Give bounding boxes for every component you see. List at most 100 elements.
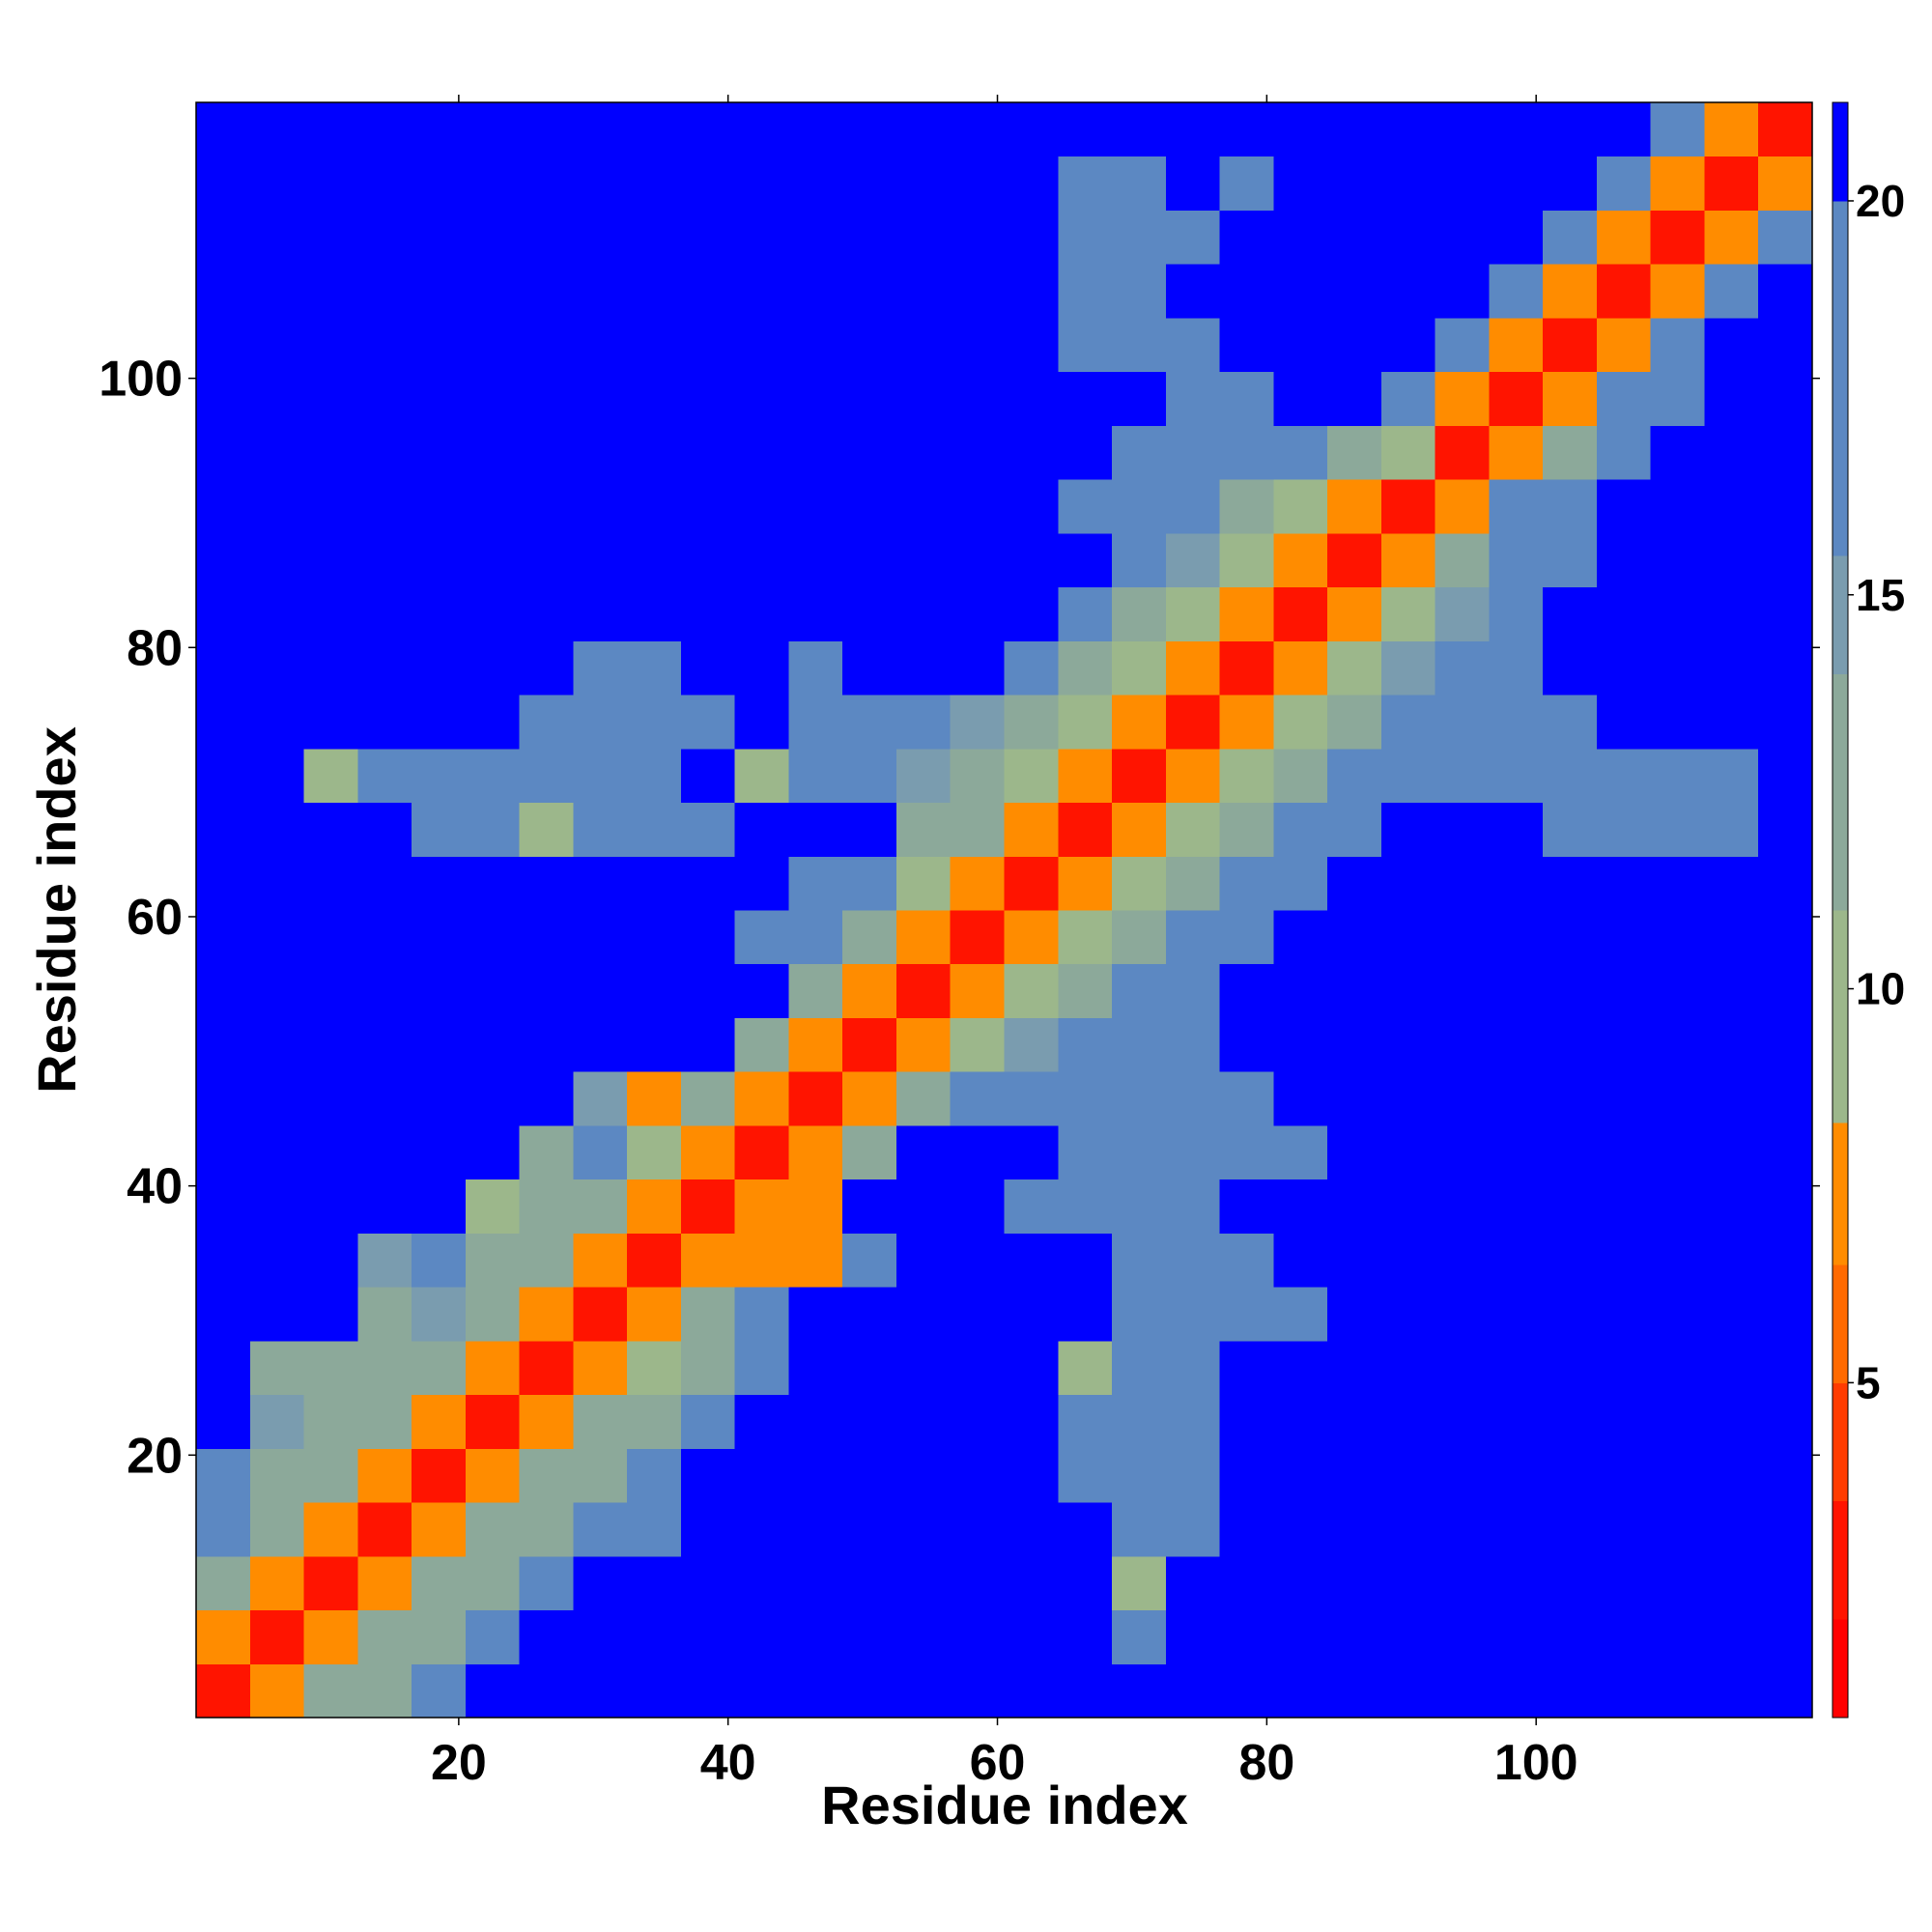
cell xyxy=(627,1394,682,1449)
cell xyxy=(465,1448,521,1503)
cell xyxy=(788,586,843,641)
cell xyxy=(249,1663,305,1719)
cell xyxy=(1704,1287,1759,1342)
cell xyxy=(1058,532,1113,588)
cell xyxy=(1004,317,1059,373)
cell xyxy=(1758,963,1813,1018)
cell xyxy=(842,1017,897,1072)
cell xyxy=(1596,1663,1652,1719)
cell xyxy=(1273,856,1328,911)
cell xyxy=(680,1287,736,1342)
cell xyxy=(788,532,843,588)
cell xyxy=(1327,102,1382,157)
cell xyxy=(303,317,358,373)
cell xyxy=(1596,425,1652,480)
cell xyxy=(1004,532,1059,588)
cell xyxy=(1435,695,1490,750)
cell xyxy=(573,1448,628,1503)
cell xyxy=(519,695,574,750)
cell xyxy=(734,210,789,265)
cell xyxy=(1489,210,1544,265)
cell xyxy=(357,210,412,265)
cell xyxy=(1165,1017,1221,1072)
cell xyxy=(1650,264,1705,319)
cell xyxy=(465,317,521,373)
cell xyxy=(1165,1663,1221,1719)
cell xyxy=(1273,1663,1328,1719)
cell xyxy=(1327,802,1382,857)
cell xyxy=(1273,102,1328,157)
cell xyxy=(788,479,843,534)
cell xyxy=(842,425,897,480)
cell xyxy=(1273,156,1328,211)
cell xyxy=(519,856,574,911)
cell xyxy=(1004,695,1059,750)
cell xyxy=(1112,1017,1167,1072)
cell xyxy=(1219,102,1274,157)
cell xyxy=(1435,910,1490,965)
y-axis-label: Residue index xyxy=(26,726,87,1094)
cell xyxy=(412,748,467,804)
cell xyxy=(1704,371,1759,426)
cell xyxy=(357,1287,412,1342)
cell xyxy=(1650,640,1705,696)
cell xyxy=(573,317,628,373)
cell xyxy=(1273,1071,1328,1126)
cell xyxy=(842,748,897,804)
y-tick-label: 80 xyxy=(127,620,183,676)
cell xyxy=(1758,1233,1813,1288)
cell xyxy=(1758,1179,1813,1234)
colorbar-frame xyxy=(1832,101,1849,1719)
cell xyxy=(573,910,628,965)
cell xyxy=(1219,1233,1274,1288)
cell xyxy=(788,425,843,480)
cell xyxy=(1596,1448,1652,1503)
cell xyxy=(303,210,358,265)
cell xyxy=(303,1663,358,1719)
cell xyxy=(1435,102,1490,157)
cell xyxy=(1165,371,1221,426)
cell xyxy=(357,802,412,857)
cell xyxy=(734,479,789,534)
cell xyxy=(1273,963,1328,1018)
x-tick-label: 60 xyxy=(970,1735,1026,1791)
cell xyxy=(196,1017,251,1072)
colorbar-tick-label: 20 xyxy=(1856,176,1905,226)
cell xyxy=(196,910,251,965)
cell xyxy=(1165,532,1221,588)
cell xyxy=(788,1394,843,1449)
cell xyxy=(788,1233,843,1288)
cell xyxy=(895,1124,952,1180)
cell xyxy=(1596,210,1652,265)
cell xyxy=(1758,371,1813,426)
cell xyxy=(1058,640,1113,696)
cell xyxy=(249,1555,305,1611)
colorbar-segment xyxy=(1833,200,1848,556)
cell xyxy=(1165,856,1221,911)
cell xyxy=(1058,1663,1113,1719)
cell xyxy=(1112,586,1167,641)
cell xyxy=(950,156,1005,211)
cell xyxy=(627,102,682,157)
cell xyxy=(249,1340,305,1396)
cell xyxy=(1058,264,1113,319)
cell xyxy=(1004,1609,1059,1664)
cell xyxy=(1380,264,1436,319)
cell xyxy=(1112,910,1167,965)
cell xyxy=(1650,1124,1705,1180)
cell xyxy=(465,479,521,534)
cell xyxy=(519,1502,574,1557)
cell xyxy=(788,1340,843,1396)
cell xyxy=(680,1179,736,1234)
colorbar-segment xyxy=(1833,102,1848,202)
cell xyxy=(1273,1124,1328,1180)
cell xyxy=(734,1663,789,1719)
cell xyxy=(303,586,358,641)
cell xyxy=(196,963,251,1018)
cell xyxy=(1758,1609,1813,1664)
cell xyxy=(196,156,251,211)
cell xyxy=(1219,1340,1274,1396)
cell xyxy=(680,910,736,965)
cell xyxy=(303,371,358,426)
cell xyxy=(1380,1502,1436,1557)
